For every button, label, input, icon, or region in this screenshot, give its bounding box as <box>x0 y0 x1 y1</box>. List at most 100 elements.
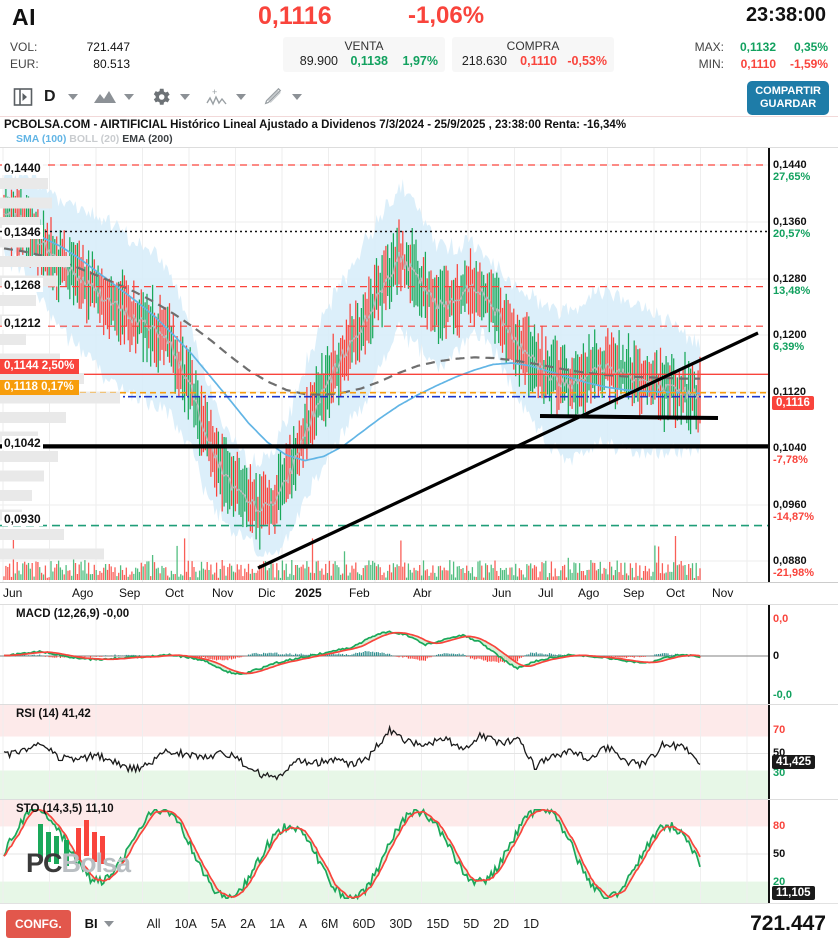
max-price: 0,1132 <box>739 39 776 54</box>
time-axis-tick: Ago <box>72 586 94 600</box>
time-axis: Jun Ago Sep Oct Nov Dic 2025 Feb Abr Jun Jul Ago Sep… <box>0 582 838 604</box>
stat-row-eur: EUR: 80.513 <box>10 55 130 72</box>
price-level-tag[interactable]: 0,1118 0,17% <box>0 380 79 395</box>
change-percent: -1,06% <box>408 2 485 29</box>
time-axis-tick: Ago <box>578 586 600 600</box>
macd-panel[interactable]: MACD (12,26,9) -0,00 0,0 0 -0,0 <box>0 604 838 704</box>
range-button-1a[interactable]: 1A <box>262 913 291 935</box>
indicator-axis-tick: 0,0 <box>773 613 789 625</box>
time-axis-tick: Oct <box>165 586 184 600</box>
last-price: 0,1116 <box>258 2 332 30</box>
bottom-toolbar: CONFG. BI All 10A 5A 2A 1A A 6M 60D 30D 15D 5D 2D 1D… <box>0 903 838 943</box>
time-axis-tick: Oct <box>666 586 685 600</box>
settings-gear-icon[interactable] <box>148 83 174 111</box>
legend-ema[interactable]: EMA (200) <box>122 133 173 145</box>
rsi-panel[interactable]: RSI (14) 41,42 70 50 30 41,425 <box>0 704 838 799</box>
price-plot[interactable] <box>0 148 768 582</box>
range-button-30d[interactable]: 30D <box>382 913 419 935</box>
time-axis-tick: Jun <box>3 586 23 600</box>
chart-panels: 0,1440 27,65% 0,1360 20,57% 0,1280 13,48% 0,12… <box>0 147 838 905</box>
stat-row-volume: VOL: 721.447 <box>10 38 130 55</box>
max-label: MAX: <box>694 39 724 54</box>
draw-tools-chevron-down-icon[interactable] <box>291 94 302 100</box>
indicator-axis-tick: 30 <box>773 767 786 779</box>
range-button-all[interactable]: All <box>140 913 168 935</box>
price-level-tag[interactable]: 0,1144 2,50% <box>0 359 80 374</box>
range-button-5d[interactable]: 5D <box>456 913 486 935</box>
macd-plot[interactable] <box>0 605 768 704</box>
time-axis-tick: Sep <box>119 586 141 600</box>
ticker-symbol: AI <box>12 4 36 30</box>
time-axis-tick: Jul <box>538 586 554 600</box>
market-chevron-down-icon[interactable] <box>103 920 114 927</box>
legend-sma[interactable]: SMA (100) <box>16 133 67 145</box>
add-indicator-icon[interactable]: + <box>204 83 230 111</box>
range-button-a[interactable]: A <box>292 913 314 935</box>
rsi-title: RSI (14) 41,42 <box>16 708 91 720</box>
chart-title: PCBOLSA.COM - AIRTIFICIAL Histórico Line… <box>0 116 838 133</box>
time-axis-tick: Feb <box>349 586 370 600</box>
volume-label: VOL: <box>10 39 38 54</box>
max-row: MAX: 0,1132 0,35% <box>690 38 828 55</box>
indicator-current-badge: 11,105 <box>772 886 815 900</box>
price-chart-svg <box>0 148 768 582</box>
panel-toggle-icon[interactable] <box>10 83 36 111</box>
price-axis-tick: 0,1200 6,39% <box>773 329 807 353</box>
range-button-5a[interactable]: 5A <box>204 913 233 935</box>
price-panel[interactable]: 0,1440 27,65% 0,1360 20,57% 0,1280 13,48% 0,12… <box>0 147 838 582</box>
price-axis-tick: 0,1120 <box>773 386 807 398</box>
price-level-tag[interactable]: 0,1212 <box>2 316 43 330</box>
macd-axis: 0,0 0 -0,0 <box>768 605 838 704</box>
range-button-6m[interactable]: 6M <box>314 913 345 935</box>
time-axis-tick: Sep <box>623 586 645 600</box>
range-button-2d[interactable]: 2D <box>486 913 516 935</box>
order-book-sell: VENTA 89.900 0,1138 1,97% <box>283 37 445 72</box>
range-button-1d[interactable]: 1D <box>516 913 546 935</box>
sto-plot[interactable]: PCBolsa <box>0 800 768 905</box>
indicator-axis-tick: 0 <box>773 650 780 662</box>
price-level-tag[interactable]: 0,1346 <box>2 225 43 239</box>
range-button-10a[interactable]: 10A <box>168 913 204 935</box>
price-axis[interactable]: 0,1440 27,65% 0,1360 20,57% 0,1280 13,48% 0,12… <box>768 148 838 582</box>
indicator-current-badge: 41,425 <box>772 755 816 769</box>
config-button[interactable]: CONFG. <box>6 909 71 938</box>
rsi-axis: 70 50 30 41,425 <box>768 705 838 799</box>
interval-label[interactable]: D <box>44 88 56 105</box>
price-axis-tick: 0,1280 13,48% <box>773 273 811 297</box>
share-save-button[interactable]: COMPARTIR GUARDAR <box>747 81 829 115</box>
volume-value: 721.447 <box>86 39 130 54</box>
current-price-badge: 0,1116 <box>772 396 814 410</box>
range-button-2a[interactable]: 2A <box>233 913 262 935</box>
sell-price: 0,1138 <box>350 54 388 68</box>
time-axis-tick: Abr <box>413 586 432 600</box>
interval-chevron-down-icon[interactable] <box>67 94 78 100</box>
time-axis-tick: Dic <box>258 586 276 600</box>
price-level-tag[interactable]: 0,1042 <box>2 436 43 450</box>
range-button-60d[interactable]: 60D <box>345 913 382 935</box>
range-button-15d[interactable]: 15D <box>419 913 456 935</box>
sto-chart-svg <box>0 800 768 905</box>
price-level-tag[interactable]: 0,1440 <box>2 161 43 175</box>
chart-type-icon[interactable] <box>92 83 118 111</box>
indicator-axis-tick: -0,0 <box>773 689 792 701</box>
market-selector[interactable]: BI <box>84 916 98 931</box>
chart-toolbar: D + COMPARTIR GUARDAR <box>0 78 838 116</box>
share-label: COMPARTIR <box>755 85 821 97</box>
order-book: VENTA 89.900 0,1138 1,97% COMPRA 218.630… <box>283 37 614 72</box>
range-buttons: All 10A 5A 2A 1A A 6M 60D 30D 15D 5D 2D 1D <box>140 913 547 935</box>
macd-title: MACD (12,26,9) -0,00 <box>16 608 130 620</box>
price-level-tag[interactable]: 0,0930 <box>2 512 43 526</box>
draw-tools-icon[interactable] <box>260 83 286 111</box>
time-axis-tick: Nov <box>712 586 734 600</box>
price-axis-tick: 0,0880 -21,98% <box>773 555 814 579</box>
sto-panel[interactable]: STO (14,3,5) 11,10 PCBolsa 80 50 20 11,105 <box>0 799 838 905</box>
buy-pct: -0,53% <box>567 54 607 68</box>
add-indicator-chevron-down-icon[interactable] <box>235 94 246 100</box>
save-label: GUARDAR <box>759 98 817 110</box>
legend-boll[interactable]: BOLL (20) <box>69 133 120 145</box>
settings-chevron-down-icon[interactable] <box>179 94 190 100</box>
chart-type-chevron-down-icon[interactable] <box>123 94 134 100</box>
rsi-plot[interactable] <box>0 705 768 799</box>
price-level-tag[interactable]: 0,1268 <box>2 278 43 292</box>
min-pct: -1,59% <box>789 56 828 71</box>
